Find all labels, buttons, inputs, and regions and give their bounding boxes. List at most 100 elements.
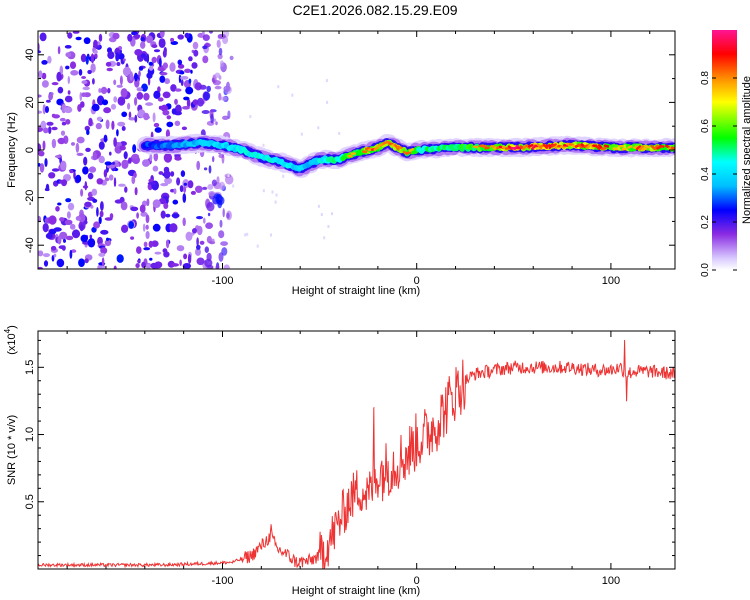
noise-speckle — [60, 160, 67, 171]
noise-speckle — [103, 169, 108, 178]
noise-speckle — [59, 231, 68, 240]
y-tick-label: 1.5 — [24, 360, 36, 375]
snr-scale-close: ) — [6, 325, 18, 329]
noise-speckle — [65, 65, 70, 70]
ridge-segment — [589, 143, 595, 149]
ridge-segment — [481, 144, 487, 148]
snr-y-ticks: 0.5 1.0 1.5 — [24, 339, 675, 557]
noise-speckle — [111, 120, 115, 130]
noise-speckle — [140, 36, 145, 42]
noise-speckle — [147, 181, 156, 185]
faint-speckle — [331, 212, 333, 216]
noise-speckle — [171, 263, 180, 267]
noise-speckle — [146, 72, 153, 79]
ridge-segment — [638, 145, 645, 151]
svg-text:(x104): (x104) — [3, 325, 18, 355]
noise-speckle — [135, 263, 140, 269]
noise-speckle — [145, 35, 153, 44]
noise-speckle — [208, 165, 212, 174]
noise-speckle — [38, 215, 42, 223]
noise-speckle — [184, 68, 192, 74]
noise-speckle — [195, 185, 203, 193]
x-tick-label: 100 — [602, 275, 620, 287]
noise-speckle — [217, 53, 223, 60]
noise-speckle — [122, 58, 126, 62]
noise-speckle — [112, 32, 120, 40]
ridge-segment — [542, 143, 549, 149]
noise-speckle — [59, 217, 65, 222]
noise-speckle — [70, 70, 79, 76]
noise-speckle — [65, 235, 74, 241]
noise-speckle — [163, 170, 171, 179]
noise-speckle — [84, 201, 92, 207]
noise-speckle — [117, 121, 126, 127]
noise-speckle — [90, 53, 95, 64]
noise-speckle — [96, 116, 103, 122]
noise-speckle — [203, 167, 208, 171]
noise-speckle — [98, 33, 103, 42]
y-tick-label: 20 — [24, 96, 36, 108]
noise-speckle — [160, 210, 166, 219]
noise-speckle — [46, 121, 54, 126]
noise-speckle — [152, 223, 161, 232]
noise-speckle — [145, 214, 150, 224]
y-tick-label: 40 — [24, 49, 36, 61]
x-tick-label: 100 — [602, 575, 620, 587]
noise-speckle — [206, 85, 211, 93]
x-tick-label: -100 — [211, 575, 233, 587]
ridge-segment — [545, 144, 551, 148]
ridge-segment — [373, 146, 380, 151]
noise-speckle — [223, 264, 230, 269]
spectrogram-x-label: Height of straight line (km) — [292, 285, 420, 297]
spectrogram-x-ticks: -100 0 100 — [66, 31, 651, 287]
noise-speckle — [45, 233, 53, 239]
noise-speckle — [146, 198, 150, 207]
noise-speckle — [41, 80, 49, 88]
noise-speckle — [61, 121, 67, 126]
noise-speckle — [182, 217, 186, 227]
noise-speckle — [93, 39, 98, 49]
noise-speckle — [143, 92, 150, 101]
noise-speckle — [203, 217, 206, 224]
noise-speckle — [180, 76, 189, 80]
noise-speckle — [73, 171, 76, 180]
noise-speckle — [151, 44, 158, 48]
noise-speckle — [113, 265, 117, 269]
y-tick-label: 0 — [24, 147, 36, 153]
noise-speckle — [43, 260, 49, 267]
noise-speckle — [42, 140, 46, 151]
noise-speckle — [162, 109, 170, 116]
noise-speckle — [118, 183, 126, 187]
faint-speckle — [275, 193, 278, 197]
noise-speckle — [142, 223, 146, 232]
ridge-segment — [583, 144, 589, 148]
noise-speckle — [84, 258, 89, 264]
noise-speckle — [211, 77, 215, 83]
noise-speckle — [148, 61, 153, 66]
noise-speckle — [162, 62, 168, 69]
noise-speckle — [149, 257, 153, 261]
noise-speckle — [107, 87, 111, 94]
noise-speckle — [100, 247, 108, 255]
noise-speckle — [145, 231, 150, 239]
snr-y-label: SNR (10 * v/v) — [6, 415, 18, 485]
noise-speckle — [80, 188, 84, 197]
noise-speckle — [218, 153, 225, 159]
noise-speckle — [212, 80, 221, 86]
noise-speckle — [183, 186, 187, 194]
noise-speckle — [180, 170, 186, 178]
noise-speckle — [128, 111, 132, 119]
faint-speckle — [317, 126, 320, 130]
noise-speckle — [181, 126, 187, 131]
noise-speckle — [150, 262, 158, 269]
noise-speckle — [85, 147, 91, 152]
noise-speckle — [142, 159, 150, 167]
noise-speckle — [191, 62, 198, 69]
faint-speckle — [246, 232, 249, 236]
noise-speckle — [204, 258, 213, 268]
faint-speckle — [282, 174, 285, 178]
noise-speckle — [61, 245, 66, 251]
noise-speckle — [129, 71, 133, 81]
noise-speckle — [196, 225, 203, 236]
noise-speckle — [65, 52, 72, 58]
